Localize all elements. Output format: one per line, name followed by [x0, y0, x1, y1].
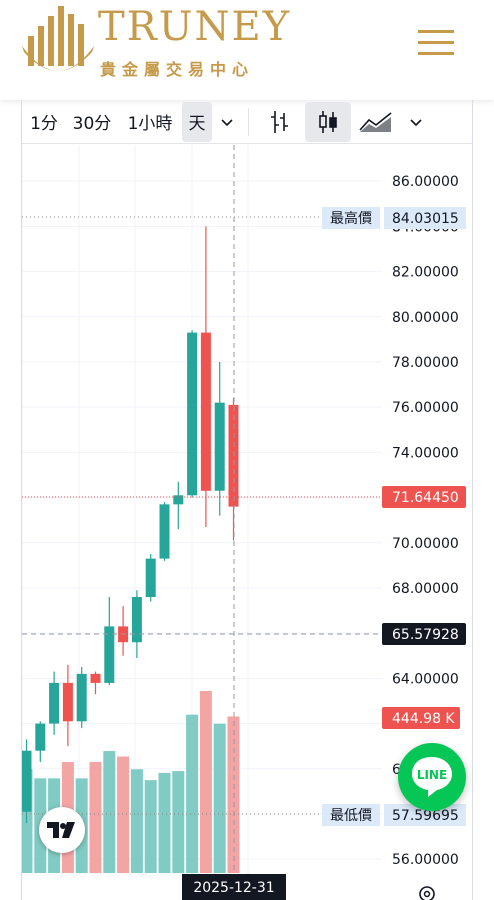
interval-1d-button[interactable]: 天: [182, 101, 212, 142]
volume-badge: [382, 707, 460, 729]
price-tick-label: 68.00000: [392, 581, 459, 597]
candle-body: [104, 626, 115, 683]
volume-bar: [22, 769, 33, 873]
low-value-bg: [384, 804, 466, 826]
volume-bar: [130, 769, 143, 873]
price-tick-label: 76.00000: [392, 400, 459, 416]
grid-lines: 86.0000084.0000082.0000080.0000078.00000…: [22, 145, 459, 875]
crosshair-date-value: 2025-12-31: [193, 880, 274, 896]
site-header: TRUNEY 貴金屬交易中心: [0, 0, 494, 100]
volume-bar: [144, 780, 157, 873]
volume-bar: [172, 771, 185, 873]
volume-bar: [158, 772, 171, 873]
candle-body: [90, 673, 101, 683]
candle-body: [187, 332, 198, 496]
line-chat-icon: LINE: [412, 757, 452, 797]
brand-subtitle: 貴金屬交易中心: [100, 60, 255, 79]
line-chat-label: LINE: [417, 768, 447, 782]
brand-name: TRUNEY: [98, 4, 292, 50]
price-tick-label: 74.00000: [392, 445, 459, 461]
chart-type-dropdown-chevron-icon[interactable]: [401, 102, 431, 142]
interval-1h-button[interactable]: 1小時: [127, 114, 173, 134]
line-chat-button[interactable]: LINE: [398, 743, 466, 811]
candle-body: [159, 504, 170, 559]
volume-bar: [117, 756, 130, 873]
high-value: 84.03015: [392, 211, 459, 227]
candle-body: [22, 750, 32, 812]
candle-body: [49, 682, 60, 724]
crosshair-price-value: 65.57928: [392, 627, 459, 643]
candle-body: [131, 597, 142, 643]
volume-bar: [186, 714, 199, 873]
gear-icon[interactable]: [419, 886, 435, 900]
high-label-bg: [322, 207, 380, 229]
candlestick-icon[interactable]: [305, 101, 351, 142]
price-tick-label: 80.00000: [392, 310, 459, 326]
toolbar-divider: [248, 107, 249, 136]
volume-bar: [213, 723, 226, 873]
last-price-value: 71.64450: [392, 490, 459, 506]
candle-body: [173, 495, 184, 505]
candlestick-chart[interactable]: 86.0000084.0000082.0000080.0000078.00000…: [22, 145, 472, 900]
last-price-badge: [382, 486, 466, 508]
low-label-bg: [322, 804, 380, 826]
low-label: 最低價: [330, 807, 372, 824]
chart-toolbar: 1分 30分 1小時 天: [22, 100, 472, 144]
crosshair-price-badge: [382, 623, 466, 645]
interval-30m-button[interactable]: 30分: [72, 114, 112, 134]
price-tick-label: 82.00000: [392, 265, 459, 281]
hamburger-menu-icon[interactable]: [418, 30, 454, 56]
volume-value: 444.98 K: [392, 711, 455, 727]
price-tick-label: 64.00000: [392, 671, 459, 687]
candle-body: [62, 682, 73, 722]
gold-bars-logo-icon[interactable]: [22, 6, 322, 84]
candle-body: [145, 558, 156, 598]
high-label: 最高價: [330, 210, 372, 227]
price-tick-label: 86.00000: [392, 174, 459, 190]
interval-dropdown-chevron-icon[interactable]: [212, 102, 242, 142]
tradingview-logo-icon[interactable]: [39, 807, 85, 853]
bar-chart-icon[interactable]: [255, 102, 305, 142]
candle-body: [214, 402, 225, 491]
price-tick-label: 70.00000: [392, 536, 459, 552]
area-chart-icon[interactable]: [351, 102, 401, 142]
volume-bar: [89, 761, 102, 873]
volume-bar: [103, 751, 116, 873]
candle-body: [76, 673, 87, 722]
candle-body: [200, 332, 211, 491]
price-tick-label: 56.00000: [392, 852, 459, 868]
high-value-bg: [384, 207, 466, 229]
price-tick-label: 78.00000: [392, 355, 459, 371]
candle-body: [35, 723, 46, 751]
low-value: 57.59695: [392, 808, 459, 824]
volume-bar: [199, 691, 212, 873]
interval-1m-button[interactable]: 1分: [30, 114, 58, 134]
crosshair-date-badge: [182, 874, 286, 900]
